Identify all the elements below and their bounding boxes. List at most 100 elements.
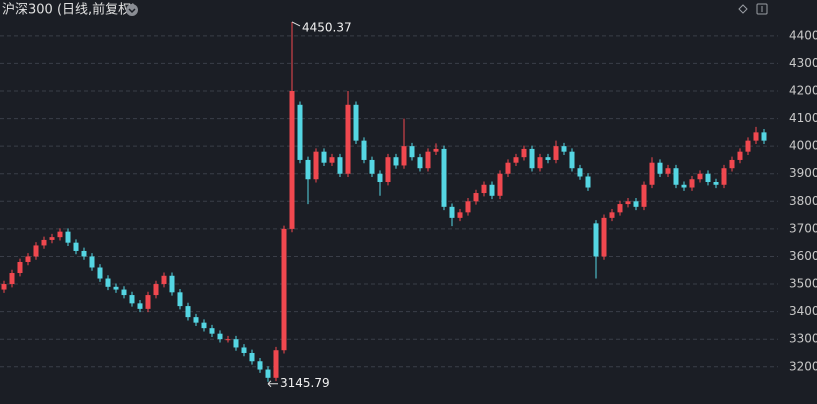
candle-body [177, 292, 183, 307]
candle-body [81, 250, 87, 257]
candle-body [401, 146, 407, 166]
candle-body [417, 157, 423, 169]
candle-body [97, 267, 103, 279]
y-tick-label: 4400 [789, 28, 817, 42]
min-label: 3145.79 [280, 376, 330, 390]
candle-body [281, 228, 287, 351]
candle-body [729, 159, 735, 169]
candle-body [641, 184, 647, 207]
chart-title: 沪深300 (日线,前复权) [2, 2, 136, 18]
candle-body [313, 151, 319, 180]
candle-body [553, 146, 559, 160]
candle-body [505, 162, 511, 174]
candle-body [753, 132, 759, 141]
candle-body [321, 151, 327, 163]
candle-body [89, 256, 95, 268]
candle-body [153, 284, 159, 296]
candle-body [305, 159, 311, 180]
dropdown-icon[interactable] [126, 4, 138, 16]
candle-body [201, 322, 207, 329]
y-tick-label: 4100 [789, 111, 817, 125]
candle-body [345, 104, 351, 174]
candle-body [625, 201, 631, 205]
candle-body [337, 157, 343, 174]
candle-body [529, 148, 535, 169]
y-tick-label: 3400 [789, 304, 817, 318]
candle-body [457, 212, 463, 218]
y-tick-label: 3600 [789, 249, 817, 263]
candle-body [65, 231, 71, 243]
candle-body [1, 284, 7, 290]
diamond-icon[interactable] [738, 4, 748, 14]
candle-body [209, 328, 215, 334]
candle-body [657, 162, 663, 174]
candle-body [129, 295, 135, 304]
candle-body [705, 173, 711, 183]
candle-body [257, 361, 263, 370]
candle-body [273, 350, 279, 378]
y-tick-label: 3800 [789, 194, 817, 208]
candle-body [217, 333, 223, 340]
candle-body [665, 168, 671, 174]
candle-body [409, 146, 415, 158]
candle-body [473, 193, 479, 202]
y-tick-label: 3500 [789, 277, 817, 291]
candle-body [697, 173, 703, 180]
candle-body [433, 148, 439, 152]
candle-body [193, 317, 199, 323]
candle-body [297, 104, 303, 160]
candle-body [441, 148, 447, 207]
candle-body [33, 245, 39, 257]
candle-body [585, 176, 591, 188]
candle-body [393, 157, 399, 166]
candle-body [497, 173, 503, 196]
candle-body [537, 157, 543, 169]
min-pointer [267, 380, 278, 388]
candle-body [449, 206, 455, 218]
candle-body [673, 168, 679, 185]
candle-body [361, 140, 367, 160]
candle-body [513, 157, 519, 163]
candle-body [617, 204, 623, 213]
y-tick-label: 3900 [789, 166, 817, 180]
candle-body [609, 212, 615, 218]
candle-body [25, 256, 31, 262]
candle-body [593, 223, 599, 257]
candle-body [289, 91, 295, 229]
candle-body [721, 168, 727, 185]
title-dropdown[interactable] [126, 4, 138, 16]
candle-body [377, 173, 383, 183]
candle-body [73, 242, 79, 251]
candle-body [265, 369, 271, 378]
candle-body [145, 295, 151, 309]
y-tick-label: 4000 [789, 139, 817, 153]
candle-body [17, 261, 23, 274]
candle-body [761, 132, 767, 141]
candle-body [649, 162, 655, 185]
candle-body [137, 303, 143, 309]
candle-body [185, 306, 191, 318]
candle-body [225, 339, 231, 341]
panel-icon[interactable] [756, 3, 768, 15]
candle-body [105, 278, 111, 287]
candle-body [689, 179, 695, 188]
candle-body [489, 184, 495, 196]
candle-body [249, 352, 255, 362]
max-pointer [291, 21, 301, 27]
candle-body [353, 104, 359, 141]
y-tick-label: 3200 [789, 359, 817, 373]
candle-body [569, 151, 575, 169]
candle-body [385, 157, 391, 183]
candle-body [113, 286, 119, 290]
y-tick-label: 4200 [789, 84, 817, 98]
y-tick-label: 3300 [789, 332, 817, 346]
candle-body [545, 157, 551, 160]
dropdown-arrow [128, 8, 136, 14]
max-label: 4450.37 [302, 20, 352, 34]
candle-body [9, 273, 15, 285]
y-tick-label: 4300 [789, 56, 817, 70]
candle-body [329, 157, 335, 163]
